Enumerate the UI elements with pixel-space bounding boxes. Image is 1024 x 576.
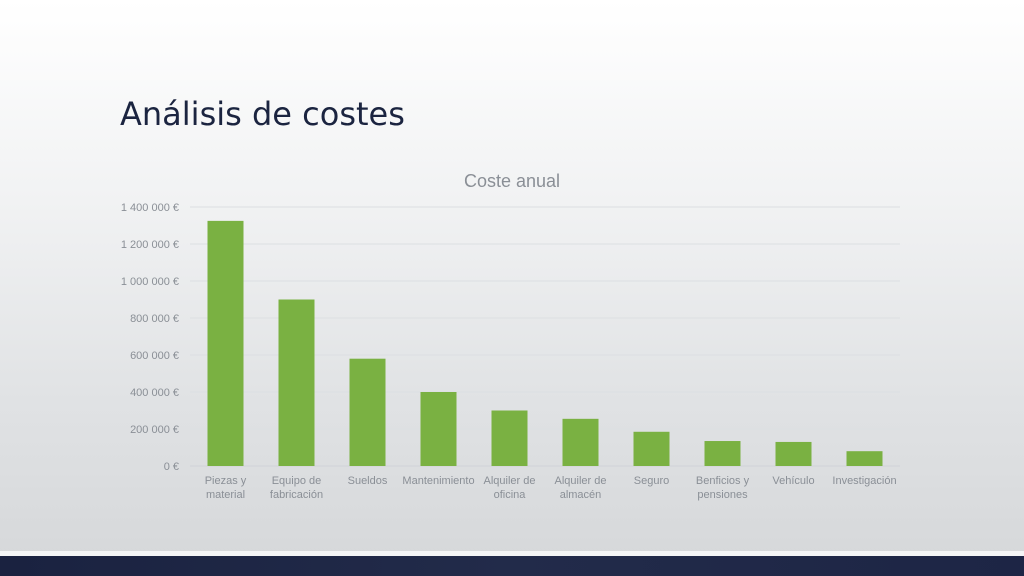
y-tick-label: 1 000 000 € [121, 276, 179, 288]
x-tick-label: Alquiler de almacén [555, 475, 607, 501]
x-tick-label: Piezas y material [205, 475, 247, 501]
bar [775, 441, 812, 466]
bar [846, 451, 883, 466]
bars [207, 220, 883, 466]
footer-band [0, 556, 1024, 576]
y-tick-label: 600 000 € [130, 350, 179, 362]
bar [349, 358, 386, 466]
y-tick-label: 1 200 000 € [121, 239, 179, 251]
bar [562, 418, 599, 466]
bar [704, 441, 741, 466]
bar [633, 431, 670, 466]
y-tick-label: 800 000 € [130, 313, 179, 325]
footer-divider [0, 551, 1024, 556]
x-tick-label: Investigación [832, 475, 896, 487]
bar-chart: Coste anual 0 € 200 000 € 400 000 € 600 000… [121, 171, 900, 501]
x-tick-label: Mantenimiento [402, 475, 474, 487]
x-tick-label: Sueldos [348, 475, 388, 487]
x-tick-label: Seguro [634, 475, 669, 487]
bar [491, 410, 528, 466]
slide-title: Análisis de costes [120, 95, 405, 133]
bar [278, 299, 315, 466]
y-tick-label: 400 000 € [130, 387, 179, 399]
x-tick-label: Benficios y pensiones [696, 475, 750, 501]
y-tick-label: 1 400 000 € [121, 202, 179, 214]
y-tick-label: 0 € [164, 461, 179, 473]
x-tick-label: Vehículo [772, 475, 814, 487]
y-axis-tick-labels: 0 € 200 000 € 400 000 € 600 000 € 800 000 € 1… [121, 202, 179, 473]
bar [420, 392, 457, 466]
y-tick-label: 200 000 € [130, 424, 179, 436]
bar [207, 220, 244, 466]
x-tick-label: Alquiler de oficina [484, 475, 536, 501]
x-axis-tick-labels: Piezas y material Equipo de fabricación Suel… [205, 475, 897, 501]
chart-title: Coste anual [464, 171, 560, 191]
x-tick-label: Equipo de fabricación [270, 475, 323, 501]
